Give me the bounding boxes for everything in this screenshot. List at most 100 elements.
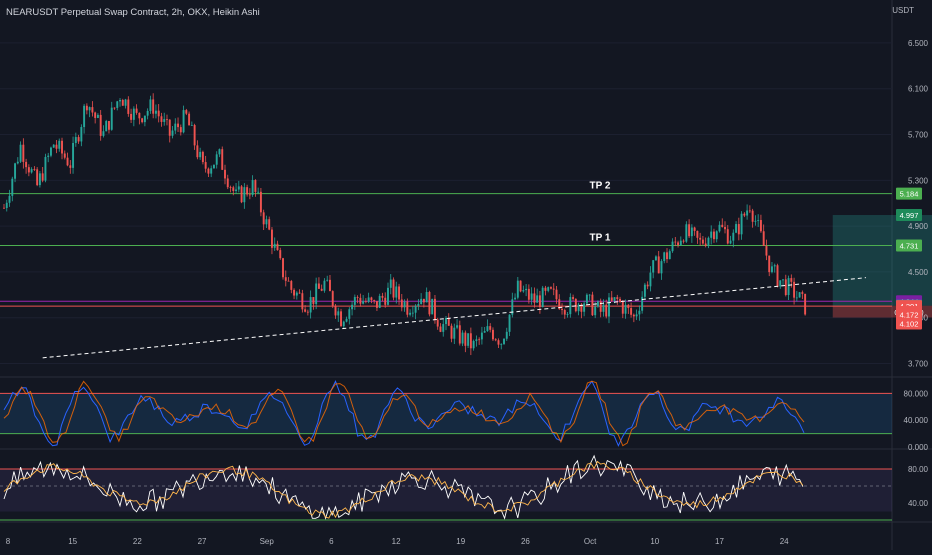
candle-body: [445, 318, 447, 325]
candle-body: [475, 339, 478, 342]
candle-body: [671, 241, 674, 252]
candle-body: [743, 213, 746, 216]
candle-body: [740, 213, 743, 235]
candle-body: [152, 99, 155, 114]
candle-body: [431, 298, 434, 315]
candle-body: [323, 280, 326, 291]
candle-body: [782, 279, 784, 281]
candle-body: [309, 297, 312, 313]
candle-body: [166, 119, 168, 120]
x-tick-label: 8: [6, 537, 11, 546]
candle-body: [757, 220, 760, 221]
candle-body: [331, 291, 334, 306]
candle-body: [108, 121, 110, 130]
candle-body: [138, 112, 141, 119]
candle-body: [91, 107, 94, 113]
candle-body: [566, 314, 569, 315]
candle-body: [710, 231, 713, 238]
candle-body: [583, 303, 586, 312]
candle-body: [417, 304, 420, 306]
candle-body: [616, 297, 619, 299]
candle-body: [563, 310, 566, 315]
candle-body: [182, 110, 185, 133]
candle-body: [478, 339, 481, 341]
y-tick-label: 3.700: [908, 360, 929, 369]
candle-body: [594, 306, 597, 316]
candle-body: [240, 186, 243, 203]
candle-body: [38, 173, 41, 186]
candle-body: [762, 231, 765, 246]
candle-body: [690, 227, 693, 237]
candle-body: [596, 301, 599, 307]
x-tick-label: 6: [329, 537, 334, 546]
candle-body: [135, 108, 138, 113]
candle-body: [508, 314, 511, 332]
candle-body: [574, 298, 577, 312]
candle-body: [718, 224, 721, 232]
candle-body: [337, 311, 340, 316]
candle-body: [96, 114, 99, 118]
stoch-tick-label: 40.00: [908, 499, 929, 508]
candle-body: [458, 325, 461, 344]
candle-body: [143, 115, 146, 123]
candle-body: [49, 147, 52, 156]
price-label-box: [896, 308, 922, 321]
candle-body: [185, 110, 188, 114]
candle-body: [436, 319, 439, 327]
price-label-box: [896, 317, 922, 330]
candle-body: [704, 243, 707, 246]
candle-body: [464, 332, 467, 346]
candle-body: [207, 168, 210, 174]
candle-body: [293, 289, 296, 296]
candle-body: [771, 266, 773, 273]
candle-body: [373, 300, 376, 301]
candle-body: [370, 297, 373, 301]
candle-body: [599, 301, 602, 312]
candle-body: [801, 292, 804, 294]
candle-body: [536, 295, 539, 303]
stoch-slow-line: [3, 460, 804, 519]
candle-body: [724, 226, 726, 230]
candle-body: [55, 144, 58, 149]
candle-body: [119, 99, 121, 102]
candle-body: [707, 237, 710, 246]
candle-body: [503, 338, 505, 344]
candle-body: [721, 224, 724, 227]
candle-body: [406, 301, 409, 315]
candle-body: [116, 101, 119, 108]
candle-body: [585, 294, 588, 304]
candle-body: [569, 297, 572, 315]
x-tick-label: 27: [198, 537, 207, 546]
candle-body: [204, 162, 207, 169]
candle-body: [527, 288, 530, 300]
candle-body: [381, 295, 384, 298]
candle-body: [334, 305, 337, 316]
x-tick-label: 24: [780, 537, 789, 546]
candle-body: [94, 112, 97, 118]
candle-body: [715, 231, 718, 240]
candle-body: [486, 326, 489, 332]
tp-annotation: TP 2: [590, 181, 611, 192]
candle-body: [25, 161, 28, 168]
candle-body: [320, 288, 323, 291]
candle-body: [47, 155, 50, 157]
candle-body: [66, 157, 69, 166]
candle-body: [735, 224, 738, 233]
candle-body: [298, 292, 301, 294]
candle-body: [514, 297, 517, 300]
candle-body: [171, 130, 174, 136]
candle-body: [635, 314, 638, 317]
candle-body: [453, 327, 456, 339]
candle-body: [447, 318, 450, 326]
candle-body: [27, 167, 30, 173]
candle-body: [696, 230, 699, 238]
candle-body: [516, 280, 519, 298]
candle-body: [149, 99, 152, 111]
candle-body: [44, 156, 47, 181]
candle-body: [403, 301, 406, 308]
candle-body: [572, 297, 575, 299]
candle-body: [428, 292, 431, 315]
candle-body: [282, 258, 284, 278]
